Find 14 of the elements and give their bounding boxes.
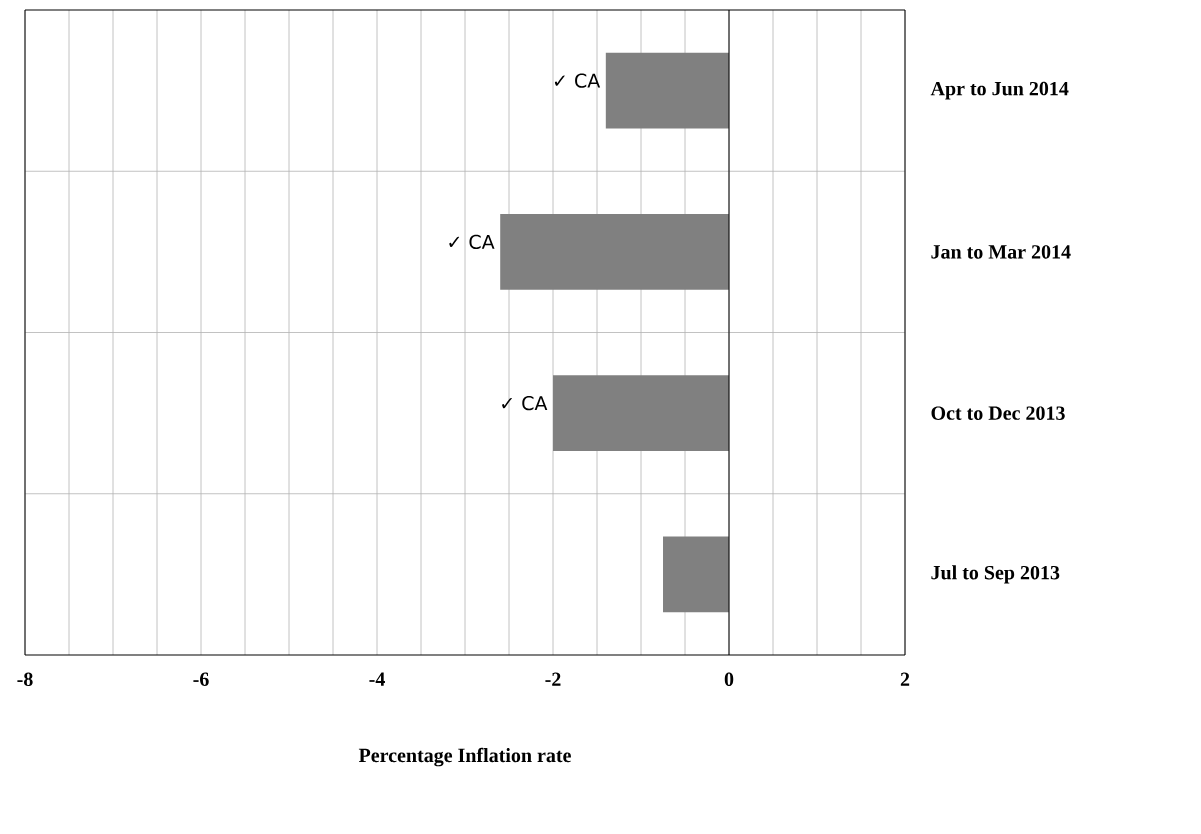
x-tick-label: -2 (545, 672, 561, 686)
y-tick-label: Jul to Sep 2013 (931, 565, 1060, 584)
y-tick-label: Oct to Dec 2013 (931, 406, 1065, 420)
y-tick-label: Jan to Mar 2014 (931, 245, 1071, 259)
x-tick-label: 0 (724, 672, 734, 687)
x-axis-title: Percentage Inflation rate (358, 747, 571, 767)
annotation: ✓ CA (554, 73, 601, 88)
x-tick-label: -6 (193, 672, 209, 686)
x-tick-label: 2 (900, 672, 910, 686)
y-tick-label: Apr to Jun 2014 (930, 81, 1069, 100)
annotation: ✓ CA (502, 395, 548, 411)
x-tick-label: -4 (369, 672, 385, 686)
annotation: ✓ CA (449, 234, 495, 250)
x-tick-label: -8 (17, 672, 33, 687)
